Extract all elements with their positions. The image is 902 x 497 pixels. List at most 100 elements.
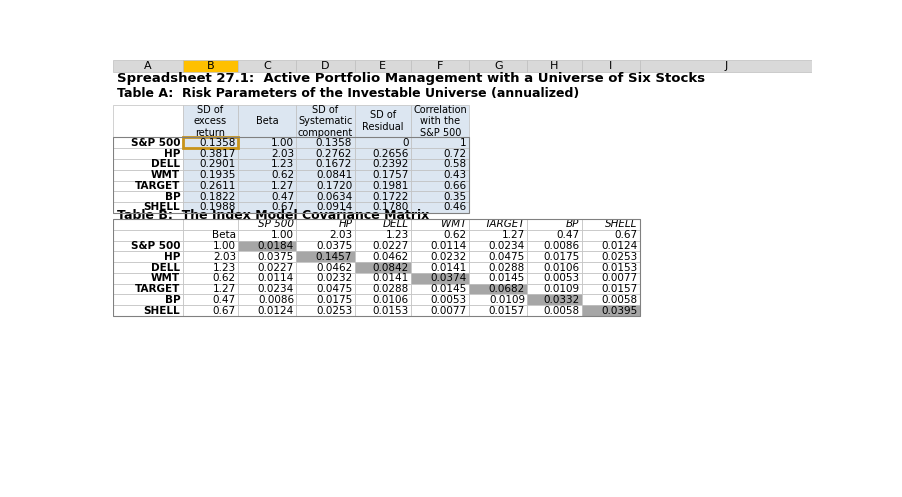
Bar	[238, 230, 297, 241]
Bar	[411, 170, 469, 180]
Text: E: E	[380, 61, 386, 71]
Text: 0.1358: 0.1358	[316, 138, 352, 148]
Text: 0.0475: 0.0475	[316, 284, 352, 294]
Bar	[113, 191, 182, 202]
Bar	[182, 180, 238, 191]
Text: G: G	[494, 61, 502, 71]
Bar	[113, 105, 182, 137]
Text: DELL: DELL	[152, 160, 180, 169]
Text: 0.0232: 0.0232	[430, 252, 467, 262]
Bar	[354, 241, 411, 251]
Text: I: I	[609, 61, 612, 71]
Bar	[297, 219, 354, 230]
Bar	[354, 305, 411, 316]
Text: 0.1720: 0.1720	[316, 181, 352, 191]
Bar	[582, 273, 640, 284]
Bar	[469, 219, 528, 230]
Bar	[354, 137, 411, 148]
Bar	[113, 295, 182, 305]
Bar	[113, 170, 182, 180]
Bar	[582, 262, 640, 273]
Bar	[182, 251, 238, 262]
Text: 0.0141: 0.0141	[430, 262, 467, 272]
Bar	[182, 219, 238, 230]
Text: 0.0462: 0.0462	[373, 252, 409, 262]
Bar	[113, 262, 182, 273]
Bar	[238, 262, 297, 273]
Text: 1.23: 1.23	[271, 160, 294, 169]
Bar	[113, 180, 182, 191]
Bar	[297, 191, 354, 202]
Text: 0.72: 0.72	[444, 149, 467, 159]
Bar	[113, 219, 640, 316]
Text: 0.43: 0.43	[444, 170, 467, 180]
Bar	[411, 180, 469, 191]
Bar	[297, 202, 354, 213]
Text: H: H	[550, 61, 558, 71]
Bar	[238, 105, 297, 137]
Bar	[411, 202, 469, 213]
Text: 0.35: 0.35	[444, 192, 467, 202]
Bar	[182, 241, 238, 251]
Text: J: J	[724, 61, 727, 71]
Text: DELL: DELL	[382, 219, 409, 230]
Text: Table A:  Risk Parameters of the Investable Universe (annualized): Table A: Risk Parameters of the Investab…	[116, 87, 579, 100]
Text: 0.3817: 0.3817	[199, 149, 236, 159]
Bar	[469, 251, 528, 262]
Text: 0.1780: 0.1780	[373, 202, 409, 213]
Bar	[411, 105, 469, 137]
Bar	[582, 230, 640, 241]
Bar	[238, 202, 297, 213]
Bar	[469, 295, 528, 305]
Text: 0.0157: 0.0157	[601, 284, 638, 294]
Text: 0.0234: 0.0234	[258, 284, 294, 294]
Text: 0.0153: 0.0153	[373, 306, 409, 316]
Bar	[113, 137, 469, 213]
Bar	[354, 262, 411, 273]
Text: 0.0914: 0.0914	[316, 202, 352, 213]
Text: TARGET: TARGET	[134, 284, 180, 294]
Bar	[411, 251, 469, 262]
Bar	[469, 284, 528, 295]
Bar	[297, 284, 354, 295]
Text: HP: HP	[164, 149, 180, 159]
Text: 0.0227: 0.0227	[373, 241, 409, 251]
Bar	[411, 241, 469, 251]
Bar	[528, 305, 582, 316]
Bar	[528, 230, 582, 241]
Bar	[238, 191, 297, 202]
Bar	[411, 295, 469, 305]
Text: 0.0374: 0.0374	[430, 273, 467, 283]
Bar	[582, 219, 640, 230]
Text: 0.0157: 0.0157	[489, 306, 525, 316]
Bar	[113, 137, 182, 148]
Bar	[582, 60, 640, 72]
Bar	[297, 295, 354, 305]
Text: 0.2392: 0.2392	[373, 160, 409, 169]
Bar	[297, 148, 354, 159]
Bar	[354, 105, 411, 137]
Text: 0.0253: 0.0253	[601, 252, 638, 262]
Bar	[238, 137, 297, 148]
Bar	[297, 305, 354, 316]
Text: 2.03: 2.03	[271, 149, 294, 159]
Text: Beta: Beta	[256, 116, 279, 126]
Bar	[354, 202, 411, 213]
Text: WMT: WMT	[151, 273, 180, 283]
Bar	[297, 230, 354, 241]
Bar	[469, 241, 528, 251]
Bar	[354, 191, 411, 202]
Text: 0: 0	[402, 138, 409, 148]
Bar	[238, 148, 297, 159]
Bar	[528, 284, 582, 295]
Text: 0.0077: 0.0077	[431, 306, 467, 316]
Text: SHELL: SHELL	[143, 306, 180, 316]
Text: 0.0634: 0.0634	[316, 192, 352, 202]
Text: 0.67: 0.67	[213, 306, 236, 316]
Bar	[182, 191, 238, 202]
Text: Table B:  The Index Model Covariance Matrix: Table B: The Index Model Covariance Matr…	[116, 209, 428, 222]
Bar	[297, 251, 354, 262]
Bar	[182, 305, 238, 316]
Bar	[113, 202, 182, 213]
Text: WMT: WMT	[151, 170, 180, 180]
